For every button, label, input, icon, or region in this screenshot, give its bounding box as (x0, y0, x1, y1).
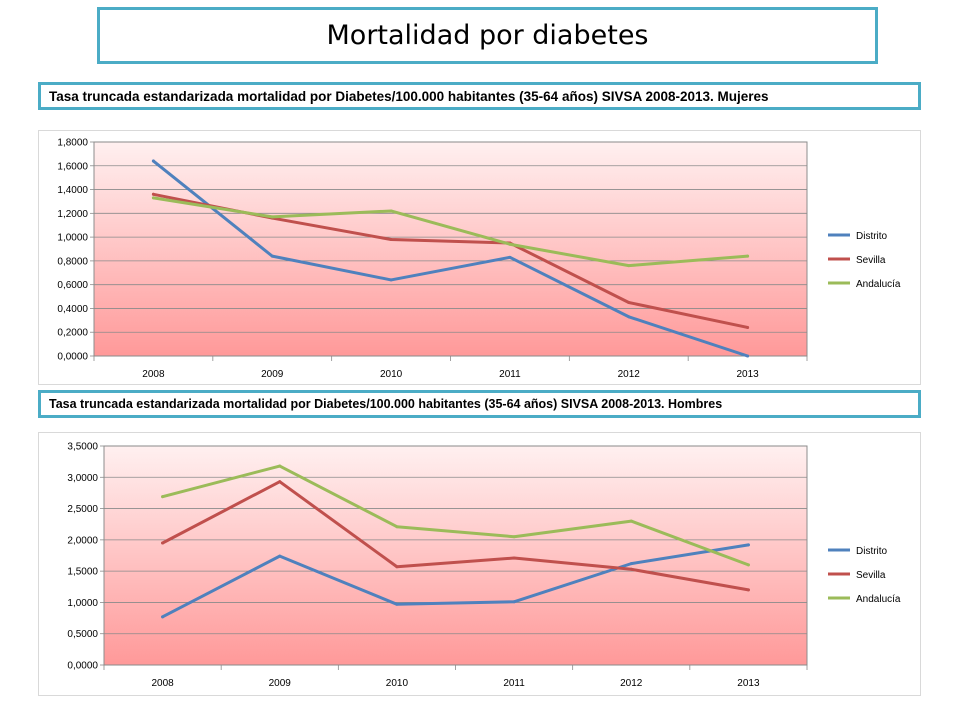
x-tick-label: 2008 (151, 678, 174, 689)
data-point-sevilla (746, 325, 750, 329)
y-tick-label: 1,5000 (67, 567, 98, 578)
data-point-andalucía (270, 215, 274, 219)
data-point-distrito (151, 159, 155, 163)
x-tick-label: 2008 (142, 369, 165, 380)
data-point-sevilla (161, 541, 165, 545)
data-point-andalucía (508, 242, 512, 246)
data-point-distrito (278, 554, 282, 558)
y-tick-label: 1,0000 (67, 598, 98, 609)
y-tick-label: 0,4000 (57, 304, 88, 315)
data-point-sevilla (151, 192, 155, 196)
x-tick-label: 2013 (736, 369, 759, 380)
legend-label: Distrito (856, 546, 888, 557)
data-point-distrito (395, 602, 399, 606)
legend-label: Andalucía (856, 279, 901, 290)
data-point-distrito (746, 354, 750, 358)
data-point-distrito (161, 615, 165, 619)
data-point-distrito (270, 254, 274, 258)
data-point-distrito (629, 562, 633, 566)
data-point-distrito (746, 543, 750, 547)
legend-label: Andalucía (856, 594, 901, 605)
y-tick-label: 1,4000 (57, 185, 88, 196)
data-point-distrito (512, 600, 516, 604)
data-point-sevilla (746, 588, 750, 592)
y-tick-label: 0,5000 (67, 629, 98, 640)
y-tick-label: 1,6000 (57, 161, 88, 172)
series-line-andalucía (161, 464, 750, 567)
x-tick-label: 2012 (620, 678, 643, 689)
data-point-andalucía (627, 264, 631, 268)
data-point-andalucía (278, 464, 282, 468)
data-point-andalucía (151, 196, 155, 200)
data-point-distrito (508, 255, 512, 259)
plot-area (93, 141, 808, 357)
data-point-andalucía (512, 535, 516, 539)
legend-label: Sevilla (856, 255, 886, 266)
series-line-andalucía (151, 196, 750, 268)
data-point-distrito (389, 278, 393, 282)
y-tick-label: 3,5000 (67, 442, 98, 453)
x-tick-label: 2010 (380, 369, 403, 380)
y-tick-label: 3,0000 (67, 473, 98, 484)
y-tick-label: 0,2000 (57, 328, 88, 339)
y-tick-label: 2,0000 (67, 535, 98, 546)
y-tick-label: 0,6000 (57, 280, 88, 291)
y-tick-label: 0,0000 (57, 352, 88, 363)
chart-subtitle-women: Tasa truncada estandarizada mortalidad p… (38, 82, 921, 110)
line-chart-men: 0,0000 0,5000 1,0000 1,5000 2,0000 2,5000 3,00… (38, 432, 921, 696)
plot-area (103, 445, 808, 666)
x-tick-label: 2013 (737, 678, 760, 689)
legend-label: Distrito (856, 231, 888, 242)
data-point-andalucía (395, 525, 399, 529)
chart-subtitle-men: Tasa truncada estandarizada mortalidad p… (38, 390, 921, 418)
data-point-andalucía (746, 254, 750, 258)
data-point-andalucía (629, 519, 633, 523)
data-point-andalucía (389, 209, 393, 213)
y-tick-label: 2,5000 (67, 504, 98, 515)
page-title: Mortalidad por diabetes (97, 7, 878, 64)
data-point-sevilla (629, 567, 633, 571)
data-point-sevilla (627, 301, 631, 304)
data-point-sevilla (395, 565, 399, 569)
data-point-andalucía (161, 495, 165, 499)
line-chart-women: 0,0000 0,2000 0,4000 0,6000 0,8000 1,0000 1,20… (38, 130, 921, 385)
data-point-distrito (627, 315, 631, 319)
legend-label: Sevilla (856, 570, 886, 581)
x-tick-label: 2011 (503, 678, 525, 689)
y-tick-label: 1,8000 (57, 138, 88, 149)
data-point-sevilla (278, 480, 282, 484)
series-line-distrito (151, 159, 750, 358)
data-point-sevilla (512, 556, 516, 560)
x-tick-label: 2009 (269, 678, 292, 689)
x-tick-label: 2009 (261, 369, 284, 380)
series-line-sevilla (161, 480, 750, 592)
data-point-sevilla (389, 237, 393, 241)
data-point-andalucía (746, 563, 750, 567)
y-tick-label: 1,0000 (57, 233, 88, 244)
y-tick-label: 0,0000 (67, 661, 98, 672)
x-tick-label: 2010 (386, 678, 409, 689)
series-line-distrito (161, 543, 750, 619)
y-tick-label: 1,2000 (57, 209, 88, 220)
y-tick-label: 0,8000 (57, 256, 88, 267)
x-tick-label: 2011 (499, 369, 521, 380)
x-tick-label: 2012 (618, 369, 641, 380)
